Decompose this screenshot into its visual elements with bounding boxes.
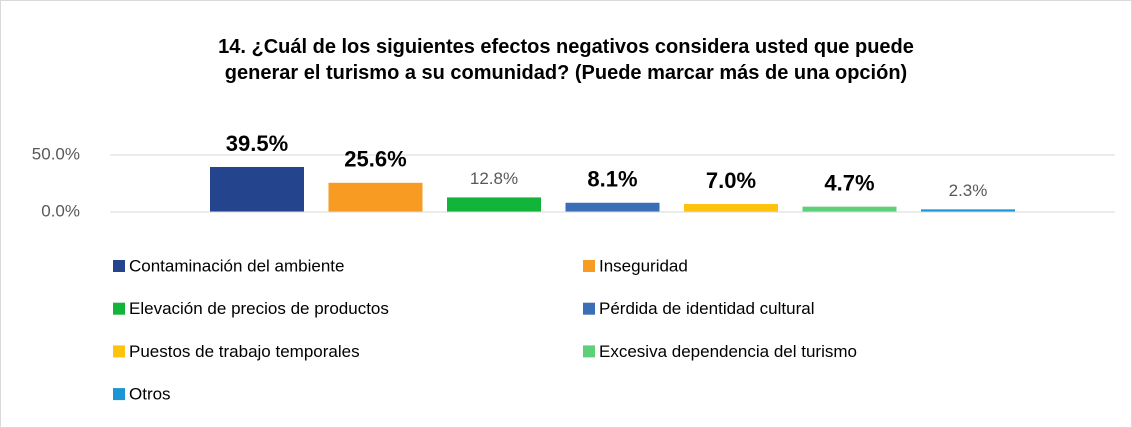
legend-label: Contaminación del ambiente	[129, 256, 344, 275]
legend-swatch	[583, 345, 595, 358]
data-label: 7.0%	[706, 168, 756, 193]
data-label: 25.6%	[344, 147, 406, 172]
legend-label: Otros	[129, 385, 171, 404]
legend-swatch	[583, 302, 595, 315]
legend-label: Pérdida de identidad cultural	[599, 299, 814, 318]
bar	[210, 166, 304, 212]
bar	[684, 204, 778, 212]
chart-title: 14. ¿Cuál de los siguientes efectos nega…	[218, 36, 914, 84]
legend-swatch	[583, 260, 595, 272]
bar	[328, 182, 423, 212]
data-label: 2.3%	[949, 181, 988, 200]
data-label: 12.8%	[470, 169, 518, 188]
data-label: 4.7%	[824, 170, 874, 195]
legend-label: Inseguridad	[599, 256, 688, 275]
legend-swatch	[113, 260, 125, 272]
legend-label: Excesiva dependencia del turismo	[599, 342, 857, 361]
data-label: 8.1%	[587, 167, 637, 192]
legend-label: Puestos de trabajo temporales	[129, 342, 360, 361]
legend-swatch	[113, 302, 125, 315]
y-tick-label: 50.0%	[32, 144, 80, 163]
data-label: 39.5%	[226, 131, 288, 156]
bar	[802, 206, 897, 212]
bar	[921, 209, 1015, 212]
legend-swatch	[113, 345, 125, 358]
y-tick-label: 0.0%	[41, 201, 80, 220]
legend-label: Elevación de precios de productos	[129, 299, 389, 318]
legend-swatch	[113, 388, 125, 401]
bar	[565, 202, 660, 212]
bar	[447, 197, 541, 212]
